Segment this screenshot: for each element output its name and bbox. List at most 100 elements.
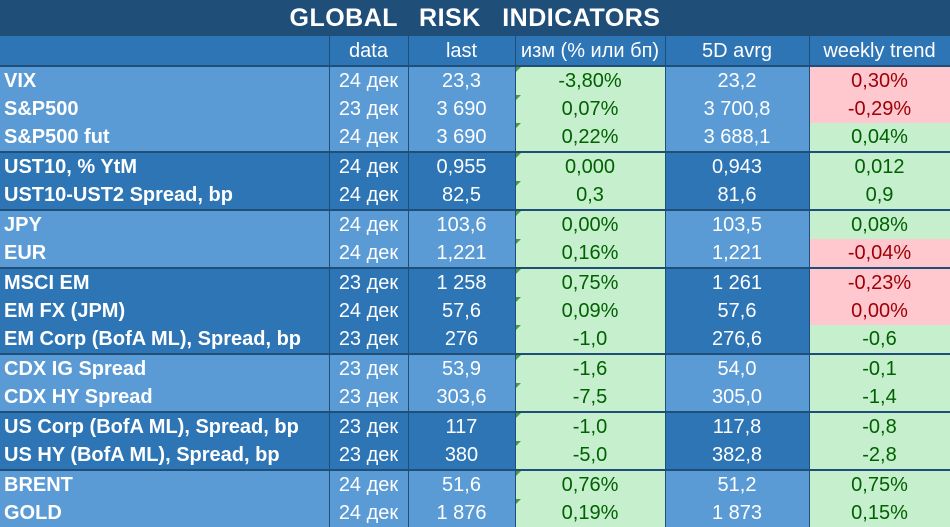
header-last: last: [408, 36, 516, 67]
avg-cell: 305,0: [665, 383, 810, 413]
weekly-trend-cell: -2,8: [809, 441, 950, 471]
weekly-trend-cell: 0,00%: [809, 297, 950, 325]
last-value-cell: 57,6: [408, 297, 516, 325]
table-row: S&P500 23 дек 3 690 0,07% 3 700,8 -0,29%: [0, 95, 950, 123]
date-cell: 24 дек: [329, 239, 409, 269]
last-value-cell: 103,6: [408, 210, 516, 239]
avg-cell: 3 700,8: [665, 95, 810, 123]
avg-cell: 276,6: [665, 325, 810, 355]
date-cell: 24 дек: [329, 181, 409, 211]
weekly-trend-cell: 0,08%: [809, 210, 950, 239]
date-cell: 23 дек: [329, 354, 409, 383]
weekly-trend-cell: 0,15%: [809, 499, 950, 527]
avg-cell: 1,221: [665, 239, 810, 269]
last-value-cell: 276: [408, 325, 516, 355]
header-name: [0, 36, 330, 67]
weekly-trend-cell: -0,23%: [809, 268, 950, 297]
indicator-name: MSCI EM: [0, 268, 330, 297]
table-row: S&P500 fut 24 дек 3 690 0,22% 3 688,1 0,04%: [0, 123, 950, 153]
weekly-trend-cell: 0,012: [809, 152, 950, 181]
indicator-name: UST10-UST2 Spread, bp: [0, 181, 330, 211]
date-cell: 24 дек: [329, 499, 409, 527]
date-cell: 23 дек: [329, 383, 409, 413]
table-title: GLOBAL RISK INDICATORS: [0, 0, 950, 36]
indicator-name: EM Corp (BofA ML), Spread, bp: [0, 325, 330, 355]
avg-cell: 54,0: [665, 354, 810, 383]
avg-cell: 0,943: [665, 152, 810, 181]
change-cell: 0,22%: [515, 123, 666, 153]
weekly-trend-cell: -0,6: [809, 325, 950, 355]
date-cell: 23 дек: [329, 268, 409, 297]
weekly-trend-cell: 0,04%: [809, 123, 950, 153]
change-cell: -7,5: [515, 383, 666, 413]
weekly-trend-cell: -0,29%: [809, 95, 950, 123]
weekly-trend-cell: -0,1: [809, 354, 950, 383]
table-row: UST10-UST2 Spread, bp 24 дек 82,5 0,3 81,6 0,…: [0, 181, 950, 211]
change-cell: 0,75%: [515, 268, 666, 297]
change-cell: -5,0: [515, 441, 666, 471]
last-value-cell: 1 258: [408, 268, 516, 297]
weekly-trend-cell: 0,75%: [809, 470, 950, 499]
date-cell: 24 дек: [329, 152, 409, 181]
table-row: UST10, % YtM 24 дек 0,955 0,000 0,943 0,012: [0, 152, 950, 181]
change-cell: 0,19%: [515, 499, 666, 527]
indicator-name: S&P500: [0, 95, 330, 123]
avg-cell: 23,2: [665, 66, 810, 95]
weekly-trend-cell: 0,9: [809, 181, 950, 211]
table-row: JPY 24 дек 103,6 0,00% 103,5 0,08%: [0, 210, 950, 239]
header-change: изм (% или бп): [515, 36, 666, 67]
change-cell: 0,76%: [515, 470, 666, 499]
table-row: CDX HY Spread 23 дек 303,6 -7,5 305,0 -1,4: [0, 383, 950, 413]
avg-cell: 103,5: [665, 210, 810, 239]
change-cell: -3,80%: [515, 66, 666, 95]
change-cell: -1,0: [515, 325, 666, 355]
change-cell: 0,16%: [515, 239, 666, 269]
last-value-cell: 380: [408, 441, 516, 471]
date-cell: 23 дек: [329, 441, 409, 471]
last-value-cell: 82,5: [408, 181, 516, 211]
date-cell: 23 дек: [329, 325, 409, 355]
date-cell: 24 дек: [329, 123, 409, 153]
table-row: CDX IG Spread 23 дек 53,9 -1,6 54,0 -0,1: [0, 354, 950, 383]
table-row: EM FX (JPM) 24 дек 57,6 0,09% 57,6 0,00%: [0, 297, 950, 325]
date-cell: 23 дек: [329, 412, 409, 441]
last-value-cell: 1 876: [408, 499, 516, 527]
table-row: EM Corp (BofA ML), Spread, bp 23 дек 276 -1…: [0, 325, 950, 355]
indicator-name: S&P500 fut: [0, 123, 330, 153]
header-date: data: [329, 36, 409, 67]
indicator-name: CDX HY Spread: [0, 383, 330, 413]
change-cell: 0,000: [515, 152, 666, 181]
weekly-trend-cell: 0,30%: [809, 66, 950, 95]
indicator-name: BRENT: [0, 470, 330, 499]
change-cell: -1,6: [515, 354, 666, 383]
date-cell: 24 дек: [329, 66, 409, 95]
indicator-name: EUR: [0, 239, 330, 269]
header-row: data last изм (% или бп) 5D avrg weekly …: [0, 36, 950, 67]
change-cell: 0,09%: [515, 297, 666, 325]
weekly-trend-cell: -0,04%: [809, 239, 950, 269]
last-value-cell: 1,221: [408, 239, 516, 269]
change-cell: 0,00%: [515, 210, 666, 239]
indicator-name: VIX: [0, 66, 330, 95]
avg-cell: 1 261: [665, 268, 810, 297]
avg-cell: 382,8: [665, 441, 810, 471]
indicators-grid: data last изм (% или бп) 5D avrg weekly …: [0, 36, 950, 527]
avg-cell: 1 873: [665, 499, 810, 527]
avg-cell: 51,2: [665, 470, 810, 499]
weekly-trend-cell: -0,8: [809, 412, 950, 441]
indicator-name: US Corp (BofA ML), Spread, bp: [0, 412, 330, 441]
indicator-name: US HY (BofA ML), Spread, bp: [0, 441, 330, 471]
avg-cell: 81,6: [665, 181, 810, 211]
last-value-cell: 53,9: [408, 354, 516, 383]
indicator-name: EM FX (JPM): [0, 297, 330, 325]
date-cell: 24 дек: [329, 470, 409, 499]
avg-cell: 3 688,1: [665, 123, 810, 153]
table-row: GOLD 24 дек 1 876 0,19% 1 873 0,15%: [0, 499, 950, 527]
date-cell: 24 дек: [329, 297, 409, 325]
last-value-cell: 3 690: [408, 123, 516, 153]
change-cell: -1,0: [515, 412, 666, 441]
table-row: US HY (BofA ML), Spread, bp 23 дек 380 -5,0…: [0, 441, 950, 471]
indicator-name: CDX IG Spread: [0, 354, 330, 383]
last-value-cell: 117: [408, 412, 516, 441]
